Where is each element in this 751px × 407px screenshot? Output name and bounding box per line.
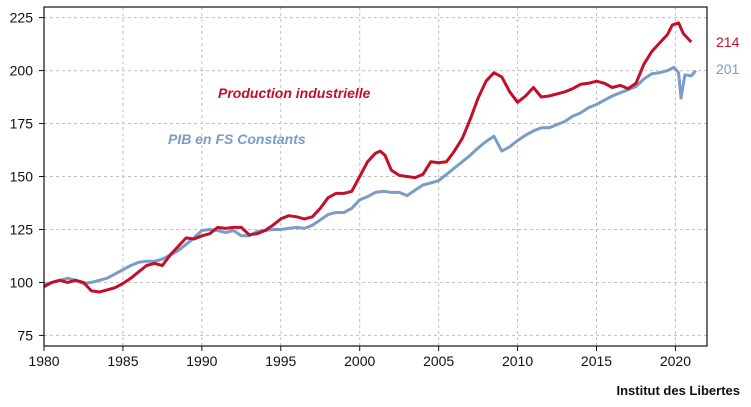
series-label-pib: PIB en FS Constants bbox=[168, 131, 306, 147]
y-tick-label: 75 bbox=[17, 327, 33, 343]
x-tick-label: 2010 bbox=[502, 353, 533, 369]
x-tick-label: 2005 bbox=[423, 353, 454, 369]
end-label-production: 214 bbox=[716, 34, 740, 50]
x-axis: 1980 1985 1990 1995 2000 2005 2010 2015 2020 bbox=[28, 346, 691, 369]
y-tick-label: 125 bbox=[10, 221, 34, 237]
x-tick-label: 1990 bbox=[186, 353, 217, 369]
y-tick-label: 175 bbox=[10, 116, 34, 132]
x-tick-label: 2000 bbox=[344, 353, 375, 369]
series-label-production: Production industrielle bbox=[218, 85, 371, 101]
series-line-production-industrielle bbox=[43, 21, 693, 294]
source-credit: Institut des Libertes bbox=[616, 383, 740, 398]
y-tick-label: 225 bbox=[10, 10, 34, 26]
y-tick-label: 200 bbox=[10, 63, 34, 79]
x-tick-label: 2020 bbox=[660, 353, 691, 369]
x-tick-label: 2015 bbox=[581, 353, 612, 369]
series-lines bbox=[43, 21, 698, 294]
y-tick-label: 100 bbox=[10, 274, 34, 290]
series-line-pib-en-fs-constants bbox=[43, 65, 698, 287]
x-tick-label: 1985 bbox=[107, 353, 138, 369]
y-tick-label: 150 bbox=[10, 169, 34, 185]
end-label-pib: 201 bbox=[716, 61, 740, 77]
x-tick-label: 1980 bbox=[28, 353, 59, 369]
gridlines bbox=[44, 7, 707, 346]
y-axis: 75 100 125 150 175 200 225 bbox=[10, 10, 44, 343]
x-tick-label: 1995 bbox=[265, 353, 296, 369]
